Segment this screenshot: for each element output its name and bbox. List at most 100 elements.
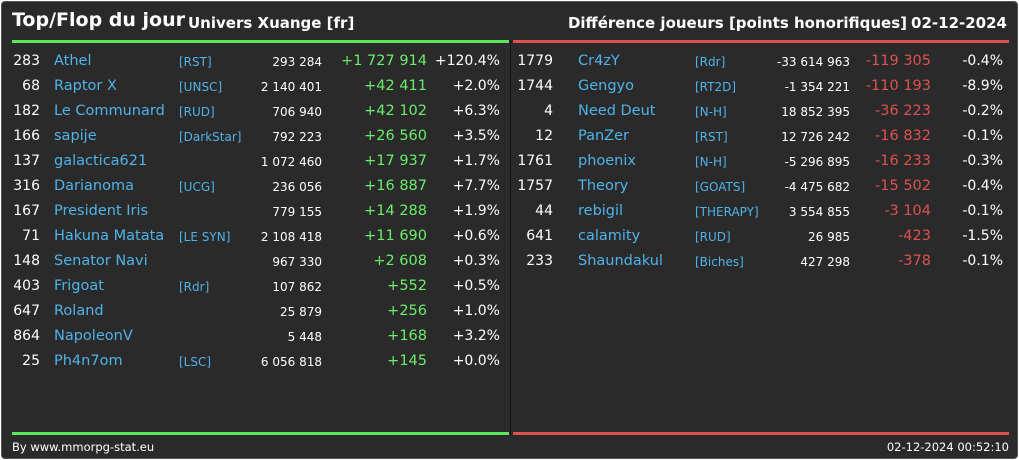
alliance-tag-link[interactable]: [N-H] (695, 105, 727, 119)
player-points: 1 072 460 (260, 155, 322, 169)
alliance-tag-link[interactable]: [THERAPY] (695, 205, 759, 219)
player-rank: 148 (13, 253, 40, 269)
player-points: -1 354 221 (784, 80, 850, 94)
player-rank: 182 (13, 103, 40, 119)
points-difference: -36 223 (875, 103, 931, 119)
flop-row: 1761 phoenix [N-H] -5 296 895 -16 233 -0.3% (512, 149, 1017, 174)
points-difference: +42 411 (364, 78, 427, 94)
points-difference: -423 (898, 228, 931, 244)
alliance-tag-link[interactable]: [UCG] (179, 180, 215, 194)
points-difference: +16 887 (364, 178, 427, 194)
player-points: -33 614 963 (776, 55, 850, 69)
player-points: 18 852 395 (781, 105, 850, 119)
player-name-link[interactable]: sapije (54, 128, 97, 144)
flop-row: 12 PanZer [RST] 12 726 242 -16 832 -0.1% (512, 124, 1017, 149)
player-rank: 167 (13, 203, 40, 219)
alliance-tag-link[interactable]: [RST] (695, 130, 728, 144)
footer-credit: By www.mmorpg-stat.eu (12, 440, 155, 454)
alliance-tag-link[interactable]: [RUD] (695, 230, 731, 244)
points-difference: +2 608 (373, 253, 427, 269)
player-name-link[interactable]: Darianoma (54, 178, 134, 194)
top-row: 316 Darianoma [UCG] 236 056 +16 887 +7.7% (4, 174, 509, 199)
alliance-tag-link[interactable]: [N-H] (695, 155, 727, 169)
player-name-link[interactable]: Ph4n7om (54, 353, 123, 369)
player-rank: 44 (535, 203, 553, 219)
player-name-link[interactable]: Le Communard (54, 103, 165, 119)
player-name-link[interactable]: Theory (578, 178, 629, 194)
points-difference: +11 690 (364, 228, 427, 244)
player-points: 3 554 855 (788, 205, 850, 219)
flop-row: 1744 Gengyo [RT2D] -1 354 221 -110 193 -8.9% (512, 74, 1017, 99)
percent-change: -1.5% (962, 228, 1003, 244)
player-name-link[interactable]: Raptor X (54, 78, 117, 94)
points-difference: +26 560 (364, 128, 427, 144)
player-rank: 233 (526, 253, 553, 269)
player-rank: 283 (13, 53, 40, 69)
player-points: -4 475 682 (784, 180, 850, 194)
player-rank: 1757 (517, 178, 553, 194)
player-name-link[interactable]: Gengyo (578, 78, 635, 94)
points-difference: +145 (387, 353, 427, 369)
player-name-link[interactable]: PanZer (578, 128, 629, 144)
alliance-tag-link[interactable]: [Biches] (695, 255, 744, 269)
player-name-link[interactable]: Need Deut (578, 103, 656, 119)
top-row: 182 Le Communard [RUD] 706 940 +42 102 +6.3% (4, 99, 509, 124)
player-name-link[interactable]: galactica621 (54, 153, 148, 169)
top-row: 283 Athel [RST] 293 284 +1 727 914 +120.4% (4, 49, 509, 74)
player-name-link[interactable]: phoenix (578, 153, 636, 169)
alliance-tag-link[interactable]: [RT2D] (695, 80, 737, 94)
points-difference: -119 305 (865, 53, 931, 69)
univers-label: Univers Xuange [fr] (188, 14, 355, 32)
top-row: 864 NapoleonV 5 448 +168 +3.2% (4, 324, 509, 349)
player-points: 2 108 418 (260, 230, 322, 244)
player-rank: 647 (13, 303, 40, 319)
top-row: 148 Senator Navi 967 330 +2 608 +0.3% (4, 249, 509, 274)
player-rank: 137 (13, 153, 40, 169)
player-name-link[interactable]: Hakuna Matata (54, 228, 165, 244)
percent-change: +120.4% (434, 53, 500, 69)
points-difference: -378 (898, 253, 931, 269)
panel-divider (510, 40, 511, 435)
top-row: 137 galactica621 1 072 460 +17 937 +1.7% (4, 149, 509, 174)
player-rank: 12 (535, 128, 553, 144)
player-name-link[interactable]: NapoleonV (54, 328, 133, 344)
header: Top/Flop du jour Univers Xuange [fr] Dif… (2, 2, 1017, 42)
player-points: 967 330 (272, 255, 322, 269)
player-name-link[interactable]: Shaundakul (578, 253, 663, 269)
alliance-tag-link[interactable]: [LE SYN] (179, 230, 231, 244)
player-name-link[interactable]: Frigoat (54, 278, 104, 294)
alliance-tag-link[interactable]: [DarkStar] (179, 130, 242, 144)
alliance-tag-link[interactable]: [UNSC] (179, 80, 223, 94)
player-points: 26 985 (808, 230, 850, 244)
points-difference: +168 (387, 328, 427, 344)
percent-change: -0.4% (962, 178, 1003, 194)
player-name-link[interactable]: Roland (54, 303, 104, 319)
player-name-link[interactable]: Senator Navi (54, 253, 148, 269)
alliance-tag-link[interactable]: [RST] (179, 55, 212, 69)
player-name-link[interactable]: President Iris (54, 203, 149, 219)
player-name-link[interactable]: Athel (54, 53, 92, 69)
alliance-tag-link[interactable]: [RUD] (179, 105, 215, 119)
percent-change: -0.2% (962, 103, 1003, 119)
flop-row: 44 rebigil [THERAPY] 3 554 855 -3 104 -0.1% (512, 199, 1017, 224)
player-name-link[interactable]: Cr4zY (578, 53, 620, 69)
player-name-link[interactable]: calamity (578, 228, 641, 244)
player-points: 107 862 (272, 280, 322, 294)
player-rank: 4 (544, 103, 553, 119)
points-difference: +14 288 (364, 203, 427, 219)
alliance-tag-link[interactable]: [LSC] (179, 355, 212, 369)
top-row: 167 President Iris 779 155 +14 288 +1.9% (4, 199, 509, 224)
alliance-tag-link[interactable]: [Rdr] (695, 55, 726, 69)
player-points: -5 296 895 (784, 155, 850, 169)
player-rank: 316 (13, 178, 40, 194)
percent-change: +0.0% (452, 353, 500, 369)
alliance-tag-link[interactable]: [Rdr] (179, 280, 210, 294)
flop-row: 233 Shaundakul [Biches] 427 298 -378 -0.1% (512, 249, 1017, 274)
top-row: 166 sapije [DarkStar] 792 223 +26 560 +3.5% (4, 124, 509, 149)
alliance-tag-link[interactable]: [GOATS] (695, 180, 746, 194)
percent-change: +7.7% (452, 178, 500, 194)
points-difference: -16 233 (875, 153, 931, 169)
player-name-link[interactable]: rebigil (578, 203, 624, 219)
percent-change: +0.5% (452, 278, 500, 294)
